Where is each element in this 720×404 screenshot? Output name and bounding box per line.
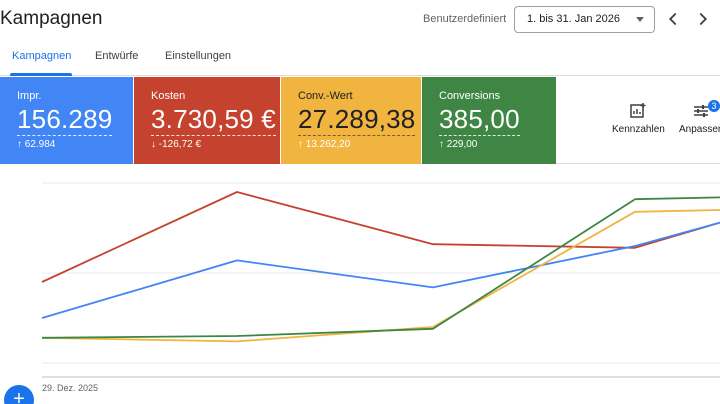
scorecards: Impr. 156.289 ↑ 62.984 Kosten 3.730,59 €…	[0, 77, 720, 164]
scorecard-impr[interactable]: Impr. 156.289 ↑ 62.984	[0, 77, 133, 164]
scorecard-delta: ↓ -126,72 €	[151, 139, 202, 150]
scorecard-delta: ↑ 13.262,20	[298, 139, 351, 150]
scorecard-delta: ↑ 229,00	[439, 139, 478, 150]
date-range-value: 1. bis 31. Jan 2026	[527, 13, 620, 25]
series-line-kosten[interactable]	[41, 191, 720, 283]
next-period-button[interactable]	[692, 8, 714, 30]
adjust-count-badge: 3	[708, 100, 720, 112]
x-axis-tick-label: 29. Dez. 2025	[42, 383, 99, 393]
performance-line-chart	[41, 182, 720, 378]
metrics-button[interactable]: Kennzahlen	[612, 102, 665, 135]
tab-bar: Kampagnen Entwürfe Einstellungen	[0, 40, 720, 76]
scorecard-kosten[interactable]: Kosten 3.730,59 € ↓ -126,72 €	[134, 77, 280, 164]
date-range-select[interactable]: 1. bis 31. Jan 2026	[514, 6, 655, 33]
series-line-conversions[interactable]	[41, 196, 720, 339]
tab-kampagnen[interactable]: Kampagnen	[12, 50, 72, 62]
scorecard-value: 156.289	[17, 104, 113, 136]
previous-period-button[interactable]	[662, 8, 684, 30]
chevron-right-icon	[699, 12, 708, 26]
scorecard-conversions[interactable]: Conversions 385,00 ↑ 229,00	[422, 77, 556, 164]
scorecard-value: 385,00	[439, 104, 520, 136]
add-chart-icon	[630, 103, 646, 118]
page-title: Kampagnen	[0, 8, 103, 29]
series-line-impr[interactable]	[41, 221, 720, 319]
scorecard-label: Kosten	[151, 90, 186, 102]
create-campaign-fab[interactable]: +	[4, 385, 34, 404]
tab-entwuerfe[interactable]: Entwürfe	[95, 50, 139, 62]
scorecard-label: Conv.-Wert	[298, 90, 353, 102]
scorecard-value: 27.289,38	[298, 104, 416, 136]
tune-icon	[694, 105, 709, 117]
adjust-button[interactable]: Anpassen	[679, 102, 720, 135]
adjust-label: Anpassen	[679, 124, 720, 135]
header: Kampagnen Benutzerdefiniert 1. bis 31. J…	[0, 0, 720, 40]
active-tab-indicator	[10, 73, 72, 76]
scorecard-delta: ↑ 62.984	[17, 139, 56, 150]
metrics-label: Kennzahlen	[612, 124, 665, 135]
date-range-label: Benutzerdefiniert	[423, 13, 507, 25]
scorecard-conv-wert[interactable]: Conv.-Wert 27.289,38 ↑ 13.262,20	[281, 77, 421, 164]
dropdown-caret-icon	[636, 17, 644, 22]
plus-icon: +	[13, 388, 25, 404]
scorecard-label: Impr.	[17, 90, 42, 102]
tab-einstellungen[interactable]: Einstellungen	[165, 50, 232, 62]
scorecard-label: Conversions	[439, 90, 501, 102]
scorecard-value: 3.730,59 €	[151, 104, 276, 136]
series-line-conv_wert[interactable]	[41, 209, 720, 343]
chevron-left-icon	[668, 12, 677, 26]
